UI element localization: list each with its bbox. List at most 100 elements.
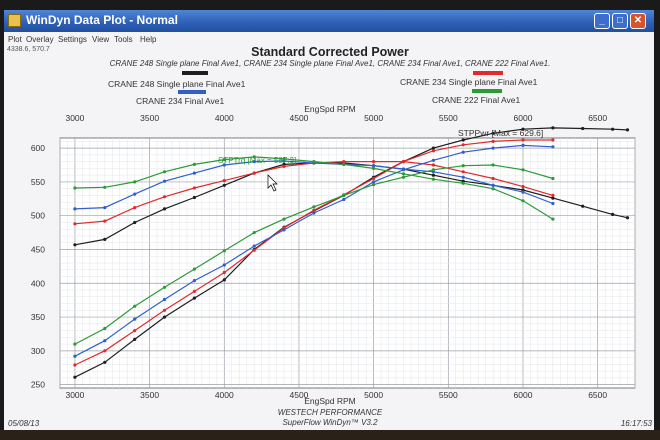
menu-settings[interactable]: Settings [58,35,87,44]
mouse-pointer-icon [267,174,278,192]
data-point [252,248,256,252]
data-point [222,249,226,253]
data-point [551,138,555,142]
data-point [461,143,465,147]
menu-view[interactable]: View [92,35,110,44]
data-point [133,180,137,184]
menu-plot[interactable]: Plot [8,35,22,44]
data-point [431,158,435,162]
data-point [103,339,107,343]
data-point [372,183,376,187]
data-point [133,317,137,321]
data-point [611,127,615,131]
y-tick-label: 500 [31,211,45,221]
x-tick-label-top: 5500 [439,113,458,123]
data-point [282,164,286,168]
x-tick-label-bottom: 4000 [215,390,234,400]
data-point [431,146,435,150]
data-point [222,183,226,187]
legend-label-crane248: CRANE 248 Single plane Final Ave1 [108,79,246,89]
data-point [461,170,465,174]
x-tick-label-bottom: 5000 [364,390,383,400]
data-point [192,186,196,190]
data-point [312,211,316,215]
close-button[interactable]: ✕ [630,13,646,29]
data-point [491,163,495,167]
legend-swatch-crane234-single [473,71,503,75]
data-point [162,315,167,319]
annotation-stptrq: STPTrq [Max = 587.3] [218,156,296,165]
data-point [372,160,376,164]
data-point [521,168,525,172]
data-point [521,185,525,189]
data-point [73,243,77,247]
data-point [491,146,495,150]
data-point [252,244,256,248]
data-point [551,176,555,181]
title-bar[interactable]: WinDyn Data Plot - Normal _ □ ✕ [4,10,654,32]
data-point [342,197,346,202]
x-tick-label-bottom: 6500 [588,390,607,400]
x-tick-label-top: 4500 [290,113,309,123]
data-point [103,237,107,241]
data-point [581,126,585,131]
data-point [252,160,256,164]
chart-subtitle: CRANE 248 Single plane Final Ave1, CRANE… [110,59,551,68]
data-point [401,175,406,179]
data-point [461,138,465,142]
data-point [73,222,77,226]
data-point [401,168,406,172]
data-point [192,162,196,166]
menu-help[interactable]: Help [140,35,157,44]
data-point [222,179,226,183]
data-point [133,329,137,333]
data-point [103,219,107,223]
footer-date: 05/08/13 [8,419,40,428]
menu-overlay[interactable]: Overlay [26,35,54,44]
data-point [162,207,167,211]
chart-title: Standard Corrected Power [251,45,409,59]
y-tick-label: 400 [31,278,45,288]
data-point [133,304,137,308]
data-point [222,163,226,167]
data-point [222,270,226,275]
footer-time: 16:17:53 [621,419,653,428]
data-point [521,138,525,142]
window-title: WinDyn Data Plot - Normal [26,13,178,27]
y-tick-label: 450 [31,244,45,254]
data-point [192,171,196,175]
maximize-button[interactable]: □ [612,13,628,29]
data-point [312,208,316,212]
data-point [133,192,137,196]
data-point [551,145,555,149]
data-point [551,126,555,130]
data-point [252,231,256,235]
data-point [282,228,286,232]
data-point [551,201,555,206]
data-point [401,160,406,164]
data-point [551,193,555,197]
data-point [431,173,435,177]
x-tick-label-bottom: 3000 [65,390,84,400]
data-point [372,166,376,170]
data-point [162,285,167,289]
data-point [222,158,226,162]
minimize-button[interactable]: _ [594,13,610,29]
menu-tools[interactable]: Tools [114,35,133,44]
x-tick-label-top: 5000 [364,113,383,123]
y-tick-label: 550 [31,177,45,187]
footer-company: WESTECH PERFORMANCE [278,408,383,417]
data-point [192,289,196,293]
series-group [73,126,630,379]
data-point [73,375,77,379]
data-point [103,360,107,364]
data-point [282,157,286,161]
data-point [162,195,167,199]
footer-software: SuperFlow WinDyn™ V3.2 [282,418,378,427]
data-point [103,206,107,210]
legend-label-crane222: CRANE 222 Final Ave1 [432,95,520,105]
data-point [162,179,167,183]
data-point [521,127,525,131]
